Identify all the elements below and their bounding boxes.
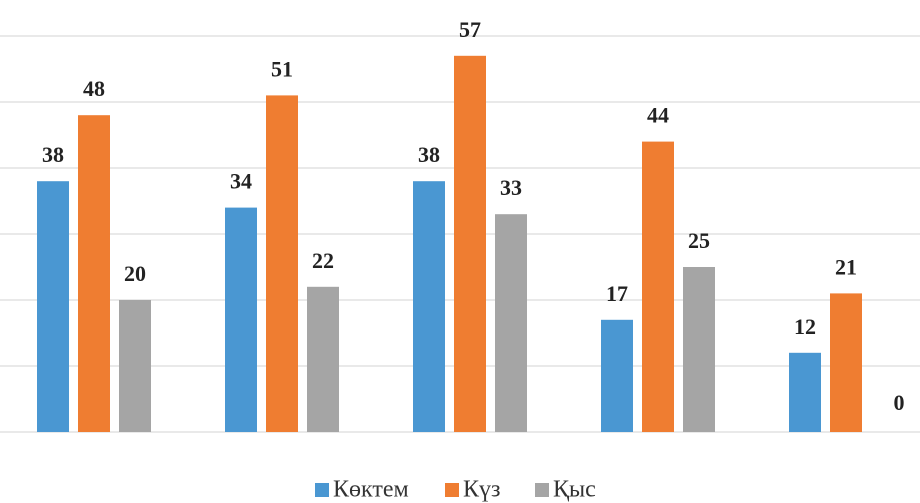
- legend-label: Көктем: [333, 477, 409, 503]
- bar: [495, 214, 527, 432]
- legend-swatch: [315, 483, 329, 497]
- bar: [266, 95, 298, 433]
- value-label: 44: [647, 103, 669, 128]
- bar: [307, 286, 339, 432]
- bar: [119, 300, 151, 432]
- bar: [789, 352, 821, 432]
- legend-swatch: [535, 483, 549, 497]
- bar: [830, 293, 862, 432]
- value-label: 0: [894, 390, 905, 415]
- value-label: 57: [459, 17, 481, 42]
- bar: [225, 207, 257, 432]
- bar: [37, 181, 69, 432]
- value-label: 34: [230, 169, 252, 194]
- value-label: 38: [42, 142, 64, 167]
- legend-label: Қыс: [553, 477, 596, 503]
- value-label: 33: [500, 175, 522, 200]
- bar: [413, 181, 445, 432]
- bar: [642, 141, 674, 432]
- value-label: 48: [83, 76, 105, 101]
- bar: [683, 267, 715, 432]
- bar: [78, 115, 110, 432]
- value-label: 17: [606, 281, 628, 306]
- value-label: 51: [271, 56, 293, 81]
- value-label: 22: [312, 248, 334, 273]
- value-label: 21: [835, 254, 857, 279]
- legend-label: Күз: [463, 477, 501, 503]
- legend-swatch: [445, 483, 459, 497]
- bar: [601, 319, 633, 432]
- value-label: 12: [794, 314, 816, 339]
- value-label: 38: [418, 142, 440, 167]
- value-label: 20: [124, 261, 146, 286]
- value-label: 25: [688, 228, 710, 253]
- bar: [454, 55, 486, 433]
